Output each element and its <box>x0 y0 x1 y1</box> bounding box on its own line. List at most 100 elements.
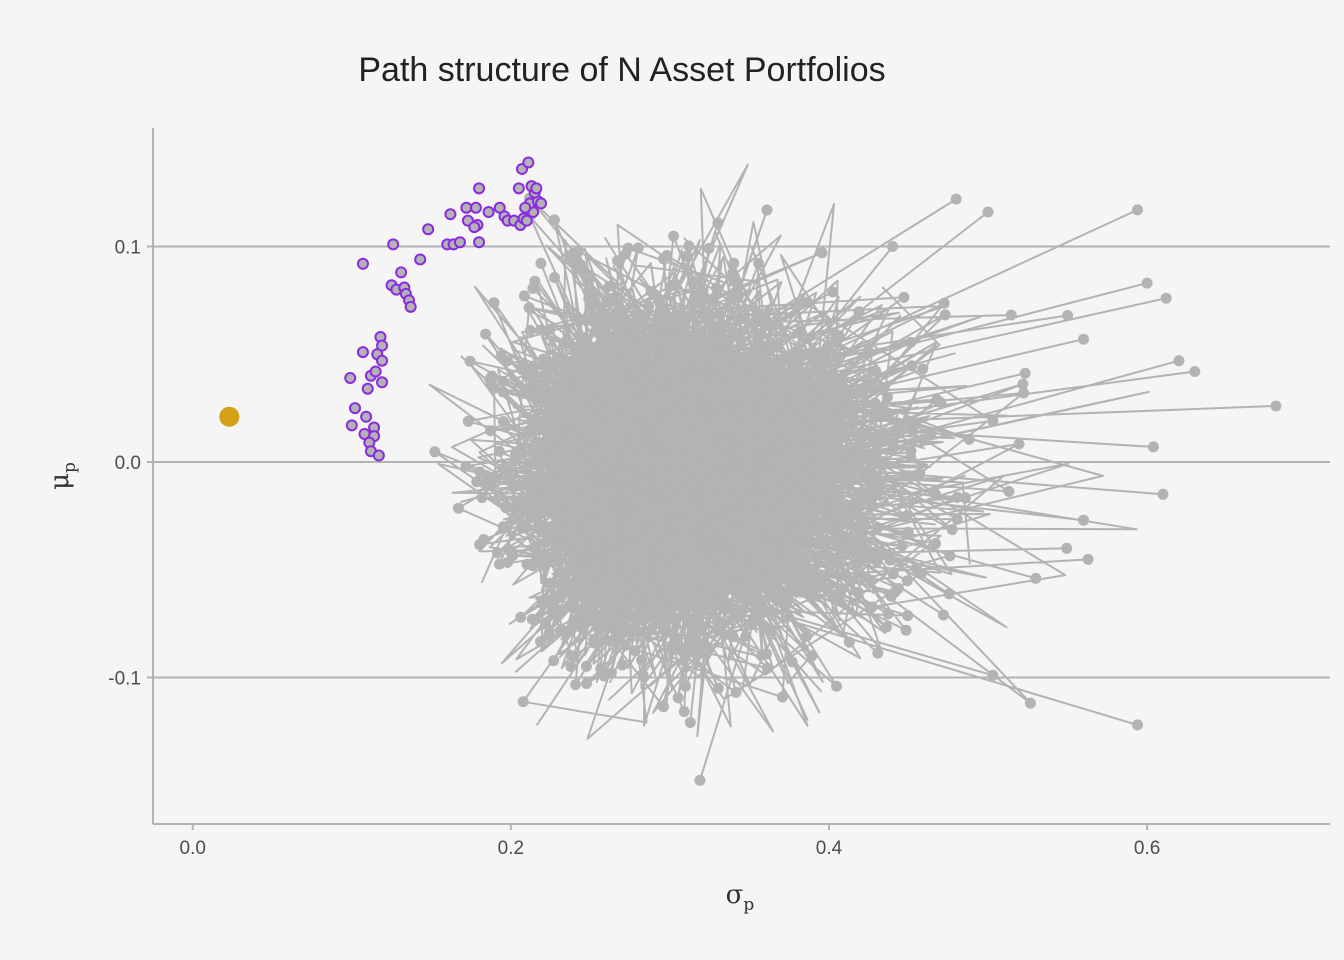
path-point <box>543 628 555 639</box>
path-point <box>582 449 594 461</box>
path-point <box>497 416 509 427</box>
path-point <box>835 531 847 543</box>
path-point <box>762 457 773 469</box>
path-point <box>803 376 815 388</box>
outlier-point <box>1157 488 1169 500</box>
path-point <box>742 478 754 490</box>
path-point <box>852 542 863 554</box>
path-point <box>594 406 606 418</box>
path-point <box>1061 542 1073 554</box>
path-point <box>795 528 807 540</box>
path-point <box>761 662 773 674</box>
path-point <box>713 395 725 407</box>
path-point <box>581 476 593 488</box>
path-point <box>734 540 745 552</box>
path-point <box>730 579 742 591</box>
path-point <box>806 650 818 662</box>
frontier-point <box>453 236 466 249</box>
path-point <box>772 439 784 451</box>
path-point <box>813 550 825 562</box>
frontier-point <box>376 354 389 367</box>
path-point <box>753 353 765 365</box>
path-point <box>781 570 793 582</box>
path-point <box>568 383 579 395</box>
path-point <box>892 583 904 594</box>
path-point <box>636 401 647 413</box>
x-tick-label-2: 0.4 <box>816 838 843 859</box>
path-point <box>754 571 766 583</box>
path-point <box>629 645 641 657</box>
path-point <box>790 470 801 482</box>
frontier-point <box>444 208 457 221</box>
path-point <box>712 217 724 229</box>
path-point <box>1019 367 1031 379</box>
path-point <box>866 481 878 492</box>
path-point <box>666 612 678 624</box>
path-point <box>493 490 505 502</box>
path-point <box>544 323 556 335</box>
path-point <box>544 577 556 589</box>
path-point <box>525 456 537 468</box>
y-tick-label-2: -0.1 <box>108 668 141 689</box>
path-point <box>774 557 786 569</box>
path-point <box>631 575 642 587</box>
path-point <box>815 456 827 468</box>
path-point <box>852 499 864 510</box>
path-point <box>803 578 814 590</box>
path-point <box>963 433 975 445</box>
path-point <box>539 524 551 536</box>
path-point <box>637 670 649 681</box>
path-point <box>838 382 850 394</box>
path-point <box>500 463 512 475</box>
path-point <box>698 464 710 476</box>
path-point <box>654 460 666 472</box>
path-point <box>917 363 929 375</box>
frontier-point <box>414 253 427 266</box>
frontier-points <box>344 156 548 462</box>
path-point <box>701 488 713 500</box>
path-point <box>573 313 585 325</box>
path-point <box>571 463 583 475</box>
path-point <box>648 288 660 300</box>
path-point <box>577 380 589 392</box>
path-point <box>843 636 855 648</box>
x-tick-label-0: 0.0 <box>180 838 206 859</box>
path-point <box>637 585 649 597</box>
path-point <box>502 557 514 568</box>
path-point <box>839 444 851 456</box>
path-point <box>616 310 628 322</box>
path-point <box>605 417 616 429</box>
path-point <box>814 496 826 508</box>
path-point <box>724 464 736 476</box>
path-point <box>524 425 536 437</box>
path-point <box>752 539 763 551</box>
path-point <box>755 468 766 480</box>
path-point <box>636 654 648 666</box>
path-point <box>691 391 703 403</box>
path-point <box>630 528 642 540</box>
path-point <box>710 370 722 382</box>
path-point <box>485 425 496 437</box>
path-point <box>678 437 690 449</box>
path-point <box>528 542 540 554</box>
path-point <box>906 424 918 436</box>
path-point <box>747 583 759 595</box>
path-point <box>987 415 999 427</box>
path-point <box>528 490 540 502</box>
path-point <box>527 375 539 387</box>
path-point <box>627 325 639 337</box>
path-point <box>707 554 719 566</box>
path-point <box>754 602 766 614</box>
path-point <box>683 240 695 252</box>
portfolio-path-points <box>429 192 1282 786</box>
path-point <box>931 394 943 406</box>
path-point <box>757 479 769 491</box>
path-point <box>650 368 661 380</box>
path-point <box>539 422 551 434</box>
frontier-point <box>372 449 385 462</box>
path-point <box>602 293 614 305</box>
path-point <box>916 567 928 579</box>
path-point <box>778 367 789 379</box>
path-point <box>746 529 758 541</box>
path-point <box>1013 438 1025 450</box>
